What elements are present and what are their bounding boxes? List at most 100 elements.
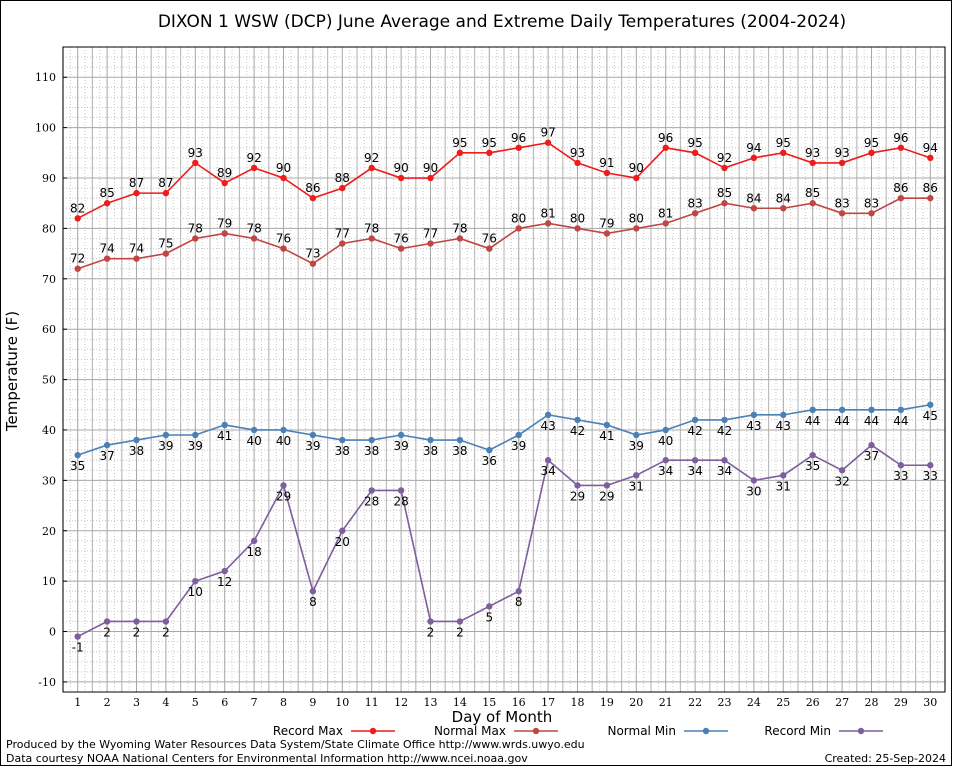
data-label: 38 [452,444,467,458]
footer-courtesy: Data courtesy NOAA National Centers for … [6,752,528,765]
data-point [192,159,199,167]
data-point [544,139,552,146]
data-point [162,189,170,197]
data-point [780,149,787,157]
data-point [691,149,699,157]
data-point [221,421,228,429]
data-point [662,144,669,151]
data-label: 90 [393,161,408,175]
data-point [750,154,758,162]
data-point [691,416,699,424]
legend-label: Record Max [273,724,343,738]
data-point [838,406,846,414]
data-point [574,416,581,424]
data-label: 83 [834,196,849,210]
data-label: -1 [72,641,84,655]
data-label: 97 [540,126,555,140]
legend-marker [857,727,865,735]
data-label: 96 [658,131,673,145]
data-point [868,149,875,157]
x-tick-label: 8 [280,696,287,709]
data-label: 5 [485,610,493,624]
data-label: 78 [452,221,467,235]
data-point [897,462,905,469]
data-point [368,436,375,444]
data-point [368,235,375,242]
data-label: 80 [511,211,526,225]
data-point [397,174,405,182]
data-label: 34 [540,464,555,478]
data-label: 2 [133,625,141,639]
data-label: 91 [599,156,614,170]
x-tick-label: 9 [309,696,316,709]
x-tick-label: 14 [453,696,467,709]
data-point [309,260,317,267]
y-tick-label: 0 [49,626,56,639]
data-point [809,159,816,167]
data-point [339,527,346,534]
legend-label: Normal Min [607,724,676,738]
series-record-max: 82 85 87 87 93 89 92 90 86 88 92 90 90 95 95 96 97 93 91 90… [70,126,938,222]
data-label: 95 [452,136,467,150]
data-point [544,411,552,419]
data-label: 96 [893,131,908,145]
data-label: 92 [717,151,732,165]
data-label: 2 [103,625,111,639]
data-point [250,537,258,545]
chart-title: DIXON 1 WSW (DCP) June Average and Extre… [158,12,846,32]
data-point [927,401,934,408]
data-point [74,451,81,459]
data-point [662,220,669,227]
series-record-min: -1 2 2 2 10 12 18 29 8 20 28 28 2 2 5 8 34 29 29 31 34 34 34 30… [72,441,938,655]
x-tick-label: 24 [747,696,761,709]
data-label: 34 [717,464,732,478]
data-label: 92 [246,151,261,165]
data-point [809,406,816,414]
data-label: 38 [364,444,379,458]
data-point [103,255,111,262]
data-point [691,457,699,464]
data-point [574,159,581,167]
data-label: 85 [717,186,732,200]
data-point [750,477,758,484]
data-point [721,416,728,424]
data-point [133,255,140,262]
data-point [221,230,228,237]
x-tick-label: 26 [806,696,820,709]
data-point [809,451,816,459]
data-point [250,426,258,434]
data-point [721,457,728,464]
data-point [133,618,140,625]
data-label: 76 [276,232,291,246]
data-point [368,164,375,172]
data-point [838,467,846,474]
data-label: 33 [893,469,908,483]
data-point [603,230,611,237]
data-point [603,421,611,429]
data-label: 32 [834,474,849,488]
data-point [221,567,228,575]
data-point [868,210,875,217]
data-label: 85 [99,186,114,200]
legend-label: Record Min [764,724,831,738]
data-label: 80 [570,211,585,225]
data-label: 44 [834,414,849,428]
data-point [868,441,875,449]
data-label: 75 [158,237,173,251]
data-label: 94 [746,141,761,155]
data-label: 33 [923,469,938,483]
data-label: 31 [776,479,791,493]
data-point [486,603,493,610]
data-label: 72 [70,252,85,266]
data-label: 37 [864,449,879,463]
data-point [927,462,934,469]
data-label: 78 [246,221,261,235]
legend-marker [369,727,377,735]
data-point [780,411,787,419]
data-label: 84 [776,191,791,205]
data-label: 95 [482,136,497,150]
data-label: 30 [746,484,761,498]
plot-border [62,46,946,693]
data-label: 39 [511,439,526,453]
data-label: 79 [217,216,232,230]
